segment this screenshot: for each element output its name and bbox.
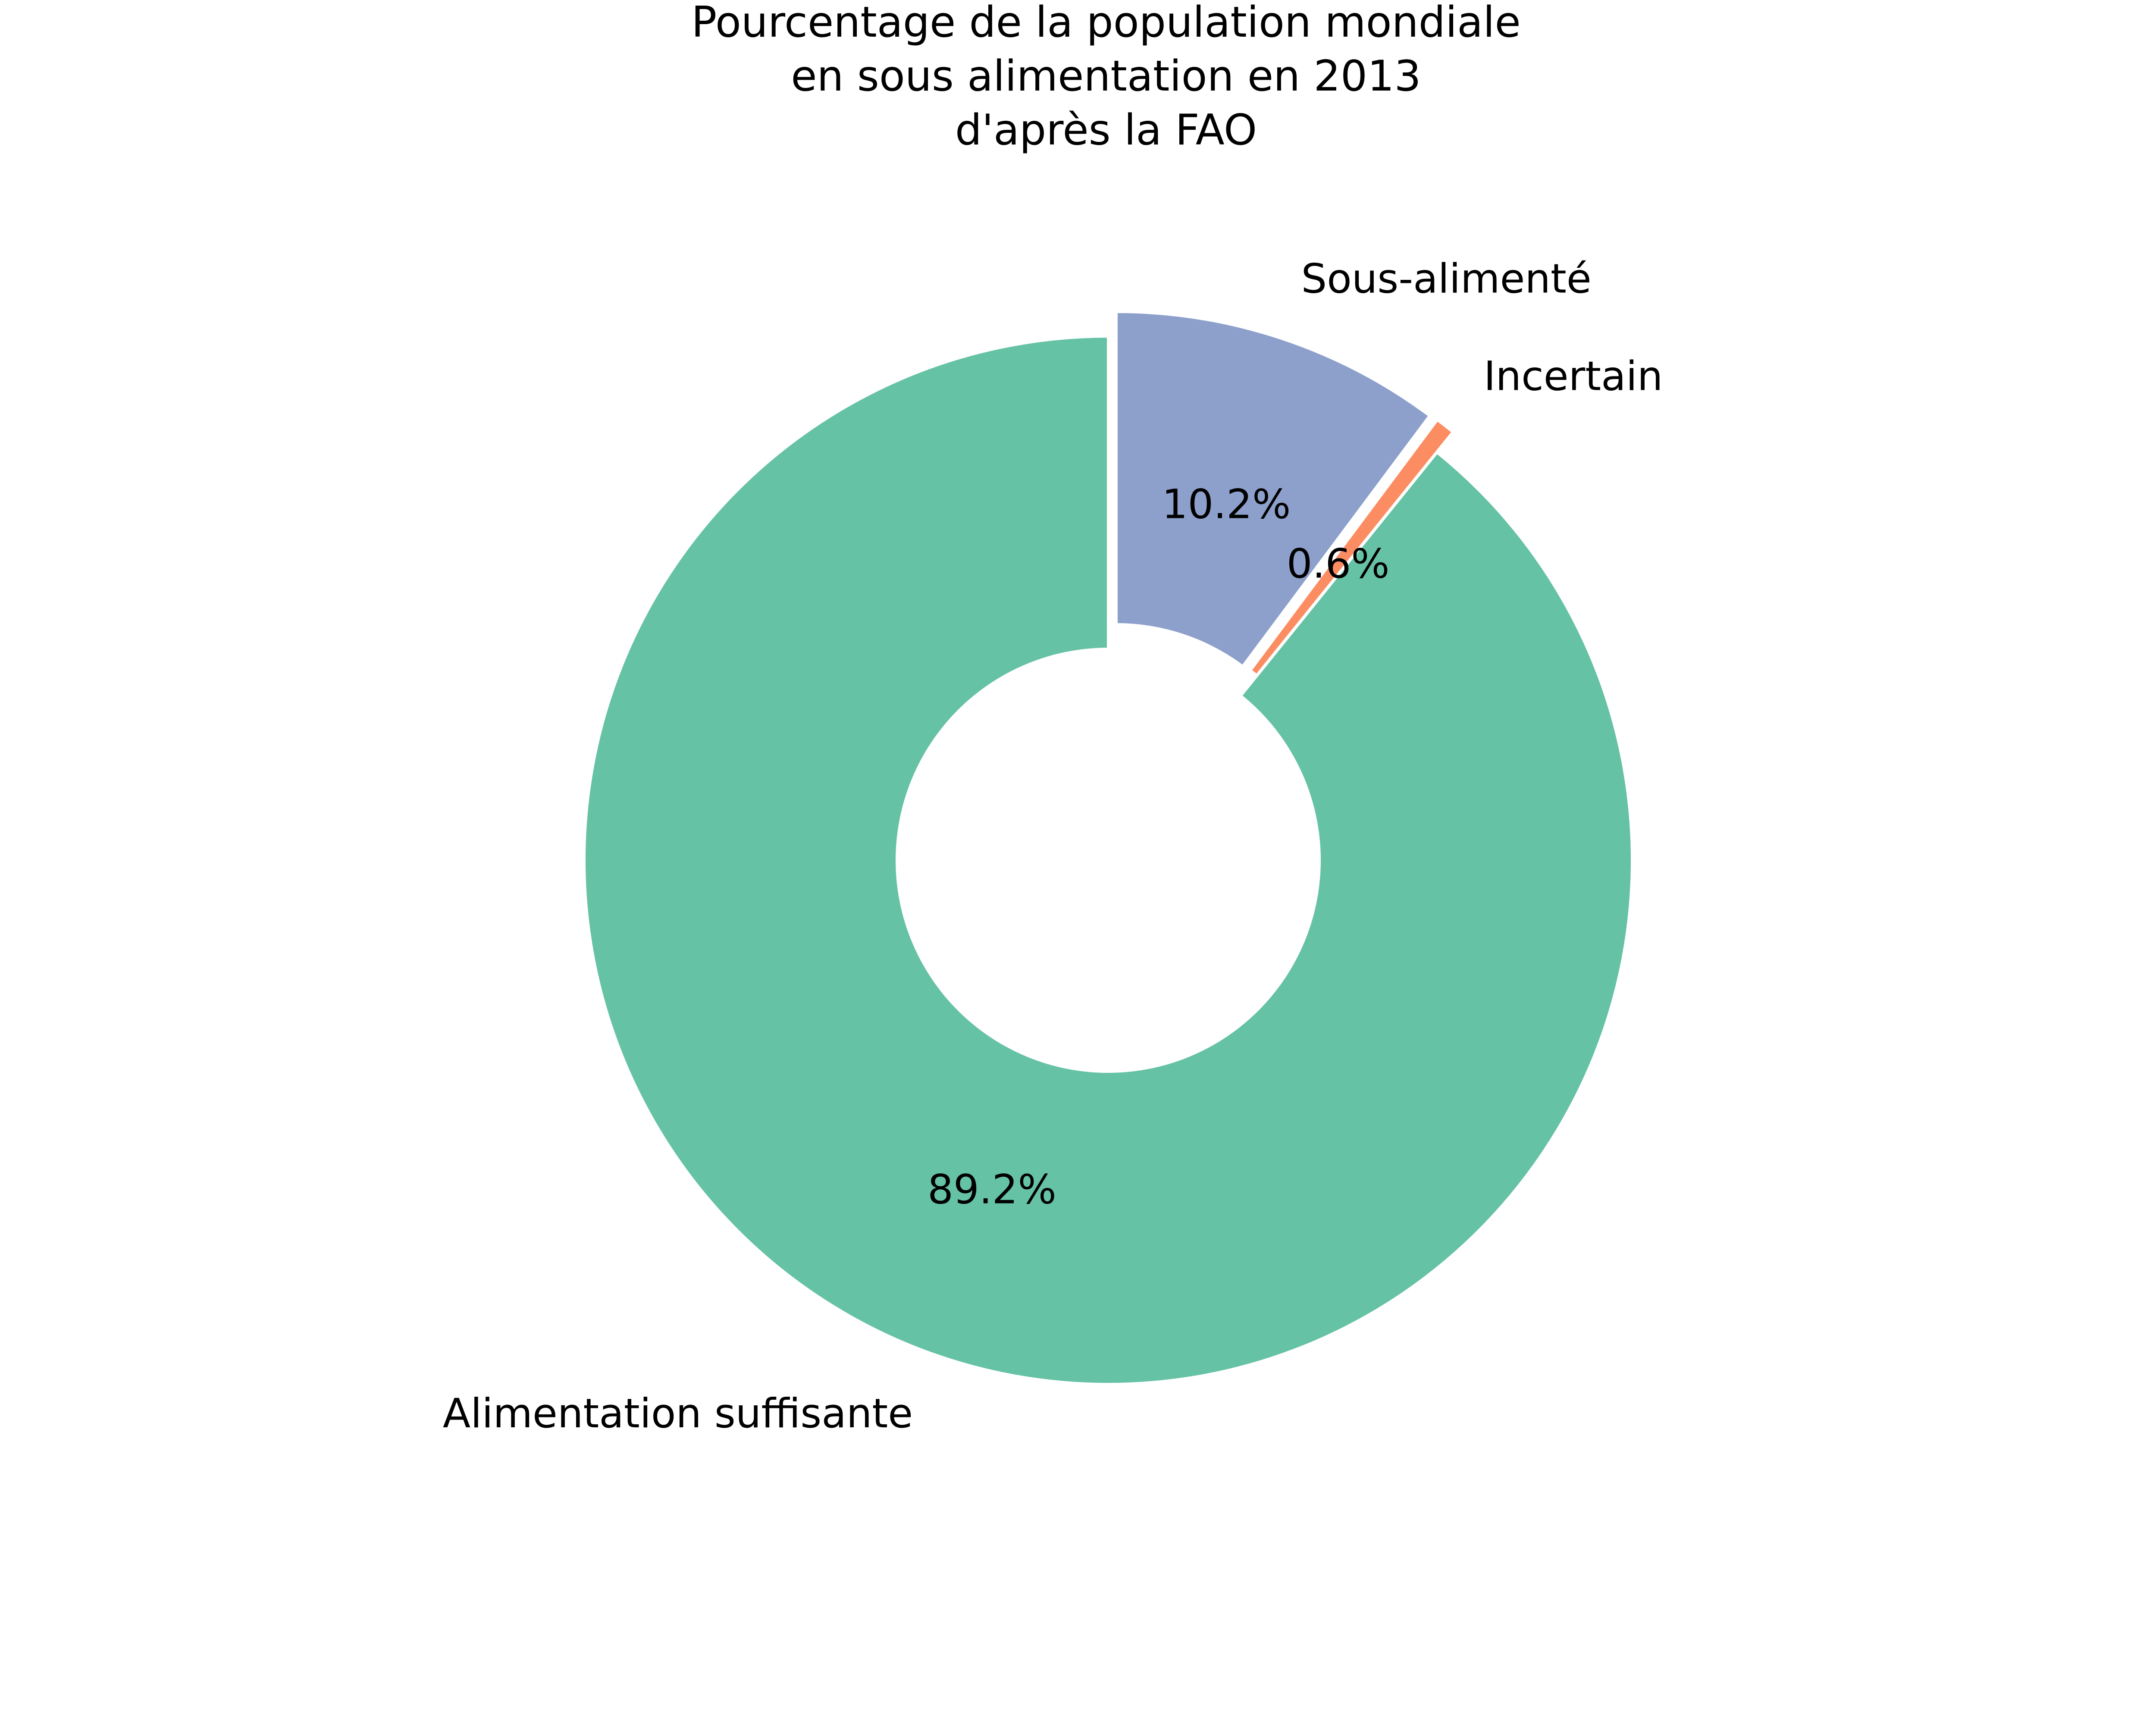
- pct-label-1: 0.6%: [1287, 541, 1390, 588]
- pct-label-0: 10.2%: [1162, 481, 1291, 528]
- title-line-3: d'après la FAO: [955, 106, 1257, 155]
- title-line-2: en sous alimentation en 2013: [791, 52, 1421, 101]
- chart-title: Pourcentage de la population mondiale en…: [691, 0, 1521, 155]
- title-line-1: Pourcentage de la population mondiale: [691, 0, 1521, 47]
- slice-0: [1115, 310, 1432, 668]
- donut-slices: [583, 310, 1633, 1385]
- pct-label-2: 89.2%: [928, 1166, 1056, 1213]
- slice-2: [583, 335, 1633, 1385]
- category-label-2: Alimentation suffisante: [443, 1390, 913, 1437]
- category-label-1: Incertain: [1484, 353, 1663, 400]
- category-label-0: Sous-alimenté: [1301, 256, 1592, 303]
- slice-labels: 10.2% Sous-alimenté 0.6% Incertain 89.2% Alim…: [443, 256, 1663, 1438]
